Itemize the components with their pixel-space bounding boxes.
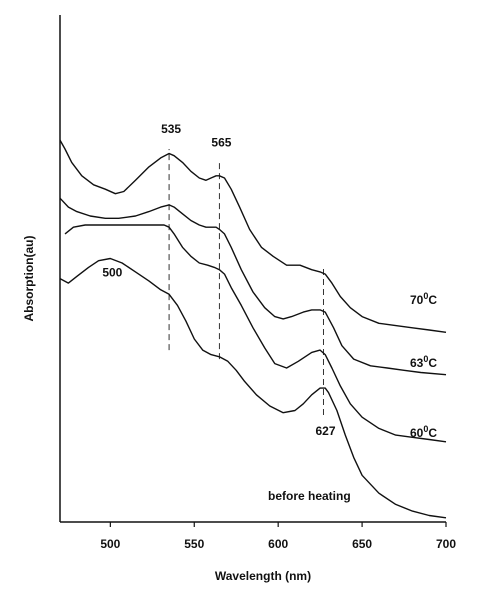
peak-label-535: 535: [161, 122, 181, 136]
x-axis-title: Wavelength (nm): [215, 569, 311, 583]
axes: [59, 15, 446, 523]
curve-label-0: 700C: [410, 291, 437, 307]
reference-lines: [168, 148, 324, 415]
x-tick-label: 600: [268, 537, 288, 551]
chart-labels: 535 565 627 500 700C 630C 600C before heating: [102, 122, 437, 503]
curve-label-2: 600C: [410, 424, 437, 440]
series-line-1: [59, 197, 447, 376]
peak-label-500: 500: [102, 266, 122, 280]
series-line-0: [59, 139, 447, 333]
x-tick-label: 550: [184, 537, 204, 551]
x-tick-label: 650: [352, 537, 372, 551]
peak-label-565: 565: [211, 135, 231, 149]
peak-label-627: 627: [315, 424, 335, 438]
x-tick-label: 500: [100, 537, 120, 551]
curve-label-1: 630C: [410, 354, 437, 370]
series-line-2: [64, 224, 447, 443]
x-axis-ticks: 500 550 600 650 700: [100, 522, 456, 551]
series-line-3: [59, 257, 447, 519]
x-tick-label: 700: [436, 537, 456, 551]
y-axis-title: Absorption(au): [22, 236, 36, 322]
absorption-curves: [59, 139, 447, 519]
curve-label-3: before heating: [268, 489, 351, 503]
